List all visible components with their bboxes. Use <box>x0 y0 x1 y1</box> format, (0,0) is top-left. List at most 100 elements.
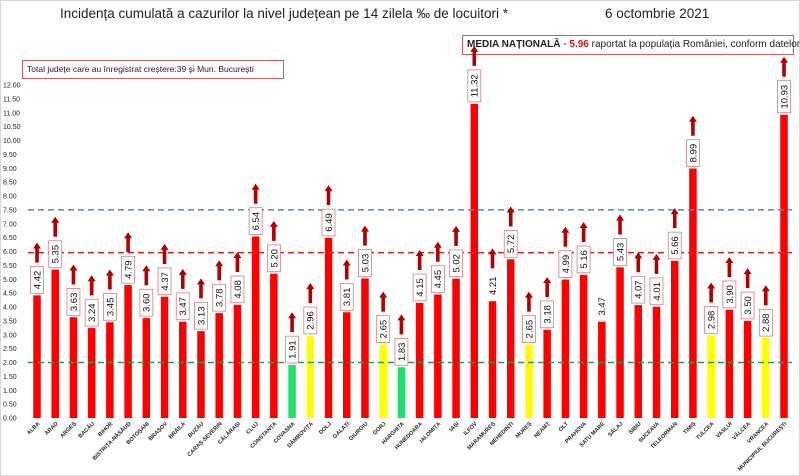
y-tick-label: 0.50 <box>3 402 17 409</box>
data-label: 3.90 <box>722 256 737 309</box>
bar <box>106 322 114 418</box>
bar <box>324 237 333 418</box>
data-label-box <box>704 306 719 334</box>
data-label-box <box>321 208 336 237</box>
data-label: 2.88 <box>758 285 773 337</box>
y-tick-label: 2.50 <box>3 346 17 353</box>
increase-arrow-icon <box>253 188 258 204</box>
national-average-text: raportat la populația României, conform … <box>588 39 800 50</box>
data-label: 3.60 <box>139 265 154 317</box>
data-label: 5.16 <box>576 222 591 274</box>
data-label: 4.37 <box>157 243 172 296</box>
x-tick-label: GORJ <box>372 421 387 436</box>
x-tick-label: ARGEȘ <box>60 421 78 439</box>
data-label: 3.18 <box>540 276 555 329</box>
data-label: 1.91 <box>285 312 299 364</box>
increase-arrow-head-icon <box>579 222 588 229</box>
bar <box>525 344 533 418</box>
chart-title: Incidența cumulată a cazurilor la nivel … <box>60 6 509 21</box>
data-label-text: 4.21 <box>488 277 499 296</box>
increase-arrow-icon <box>508 211 513 227</box>
bar <box>215 313 223 418</box>
increase-arrow-head-icon <box>670 208 679 215</box>
bar <box>743 320 752 418</box>
bar <box>488 301 497 418</box>
national-average-separator: - <box>560 39 570 50</box>
data-label-box <box>48 240 63 268</box>
data-label-box <box>740 291 755 320</box>
data-label-text: 8.99 <box>688 144 699 163</box>
bar <box>707 335 715 418</box>
increase-arrow-icon <box>144 270 149 286</box>
increase-arrow-head-icon <box>69 264 78 271</box>
increase-arrow-icon <box>35 247 39 263</box>
data-label: 3.63 <box>66 264 81 316</box>
data-label-text: 1.83 <box>397 343 408 362</box>
y-tick-label: 10.00 <box>3 138 21 145</box>
increase-arrow-head-icon <box>288 312 297 319</box>
y-tick-label: 9.50 <box>3 152 17 159</box>
y-tick-label: 1.00 <box>3 388 17 395</box>
bar <box>69 317 78 418</box>
increase-arrow-icon <box>272 225 276 241</box>
x-tick-label: BRĂILA <box>167 420 187 440</box>
increase-arrow-icon <box>235 256 240 272</box>
increase-arrow-icon <box>290 317 294 333</box>
data-label-text: 6.49 <box>324 213 335 232</box>
data-label-box <box>248 207 263 235</box>
data-label-text: 11.32 <box>470 74 481 97</box>
bar <box>452 278 460 418</box>
data-label-box <box>66 288 81 316</box>
y-tick-label: 8.00 <box>3 194 17 201</box>
data-label: 6.49 <box>321 185 336 237</box>
y-tick-label: 7.00 <box>3 221 17 228</box>
data-label-text: 10.93 <box>779 85 790 109</box>
x-tick-label: IAȘI <box>449 421 461 433</box>
increase-arrow-icon <box>71 269 76 285</box>
data-label-text: 5.72 <box>506 235 517 254</box>
data-label-box <box>358 249 372 277</box>
increase-arrow-icon <box>344 264 349 280</box>
increase-arrow-head-icon <box>725 256 734 263</box>
increase-arrow-head-icon <box>780 56 789 63</box>
data-label: 2.96 <box>303 283 318 335</box>
bar <box>87 328 96 418</box>
increase-arrow-head-icon <box>543 276 552 283</box>
bar <box>434 294 442 418</box>
bar <box>670 260 679 418</box>
y-tick-label: 10.50 <box>3 124 21 131</box>
data-label-box <box>777 80 791 114</box>
data-label: 4.99 <box>558 226 573 278</box>
data-label-box <box>412 273 427 302</box>
x-tick-label: OLT <box>558 421 570 433</box>
data-label: 3.24 <box>84 275 99 327</box>
x-tick-label: BRAȘOV <box>148 421 169 442</box>
data-label-text: 1.91 <box>287 340 298 359</box>
increase-arrow-icon <box>527 296 531 312</box>
increase-arrow-icon <box>545 281 549 297</box>
data-label-text: 3.18 <box>543 305 554 324</box>
bar <box>361 278 369 418</box>
data-label-box <box>722 280 737 309</box>
national-average-box: MEDIA NAȚIONALĂ - 5.96 raportat la popul… <box>462 35 800 55</box>
bar <box>342 312 351 418</box>
data-label: 3.13 <box>194 278 208 330</box>
data-label-box <box>121 255 135 284</box>
data-label-box <box>394 338 409 366</box>
increase-arrow-head-icon <box>269 220 278 227</box>
bar <box>598 321 606 418</box>
data-label-text: 4.99 <box>561 255 572 274</box>
data-label: 5.03 <box>358 225 372 277</box>
data-label-text: 5.35 <box>51 245 62 264</box>
data-label-text: 4.15 <box>415 278 426 297</box>
bar <box>51 269 59 418</box>
bar <box>251 236 260 418</box>
data-label-text: 2.65 <box>524 320 535 339</box>
x-tick-label: BIHOR <box>97 421 114 438</box>
data-label-box <box>212 283 227 312</box>
data-label-text: 5.02 <box>451 254 462 273</box>
increase-arrow-icon <box>581 227 586 243</box>
data-label-box <box>139 288 154 317</box>
bar <box>543 329 551 418</box>
